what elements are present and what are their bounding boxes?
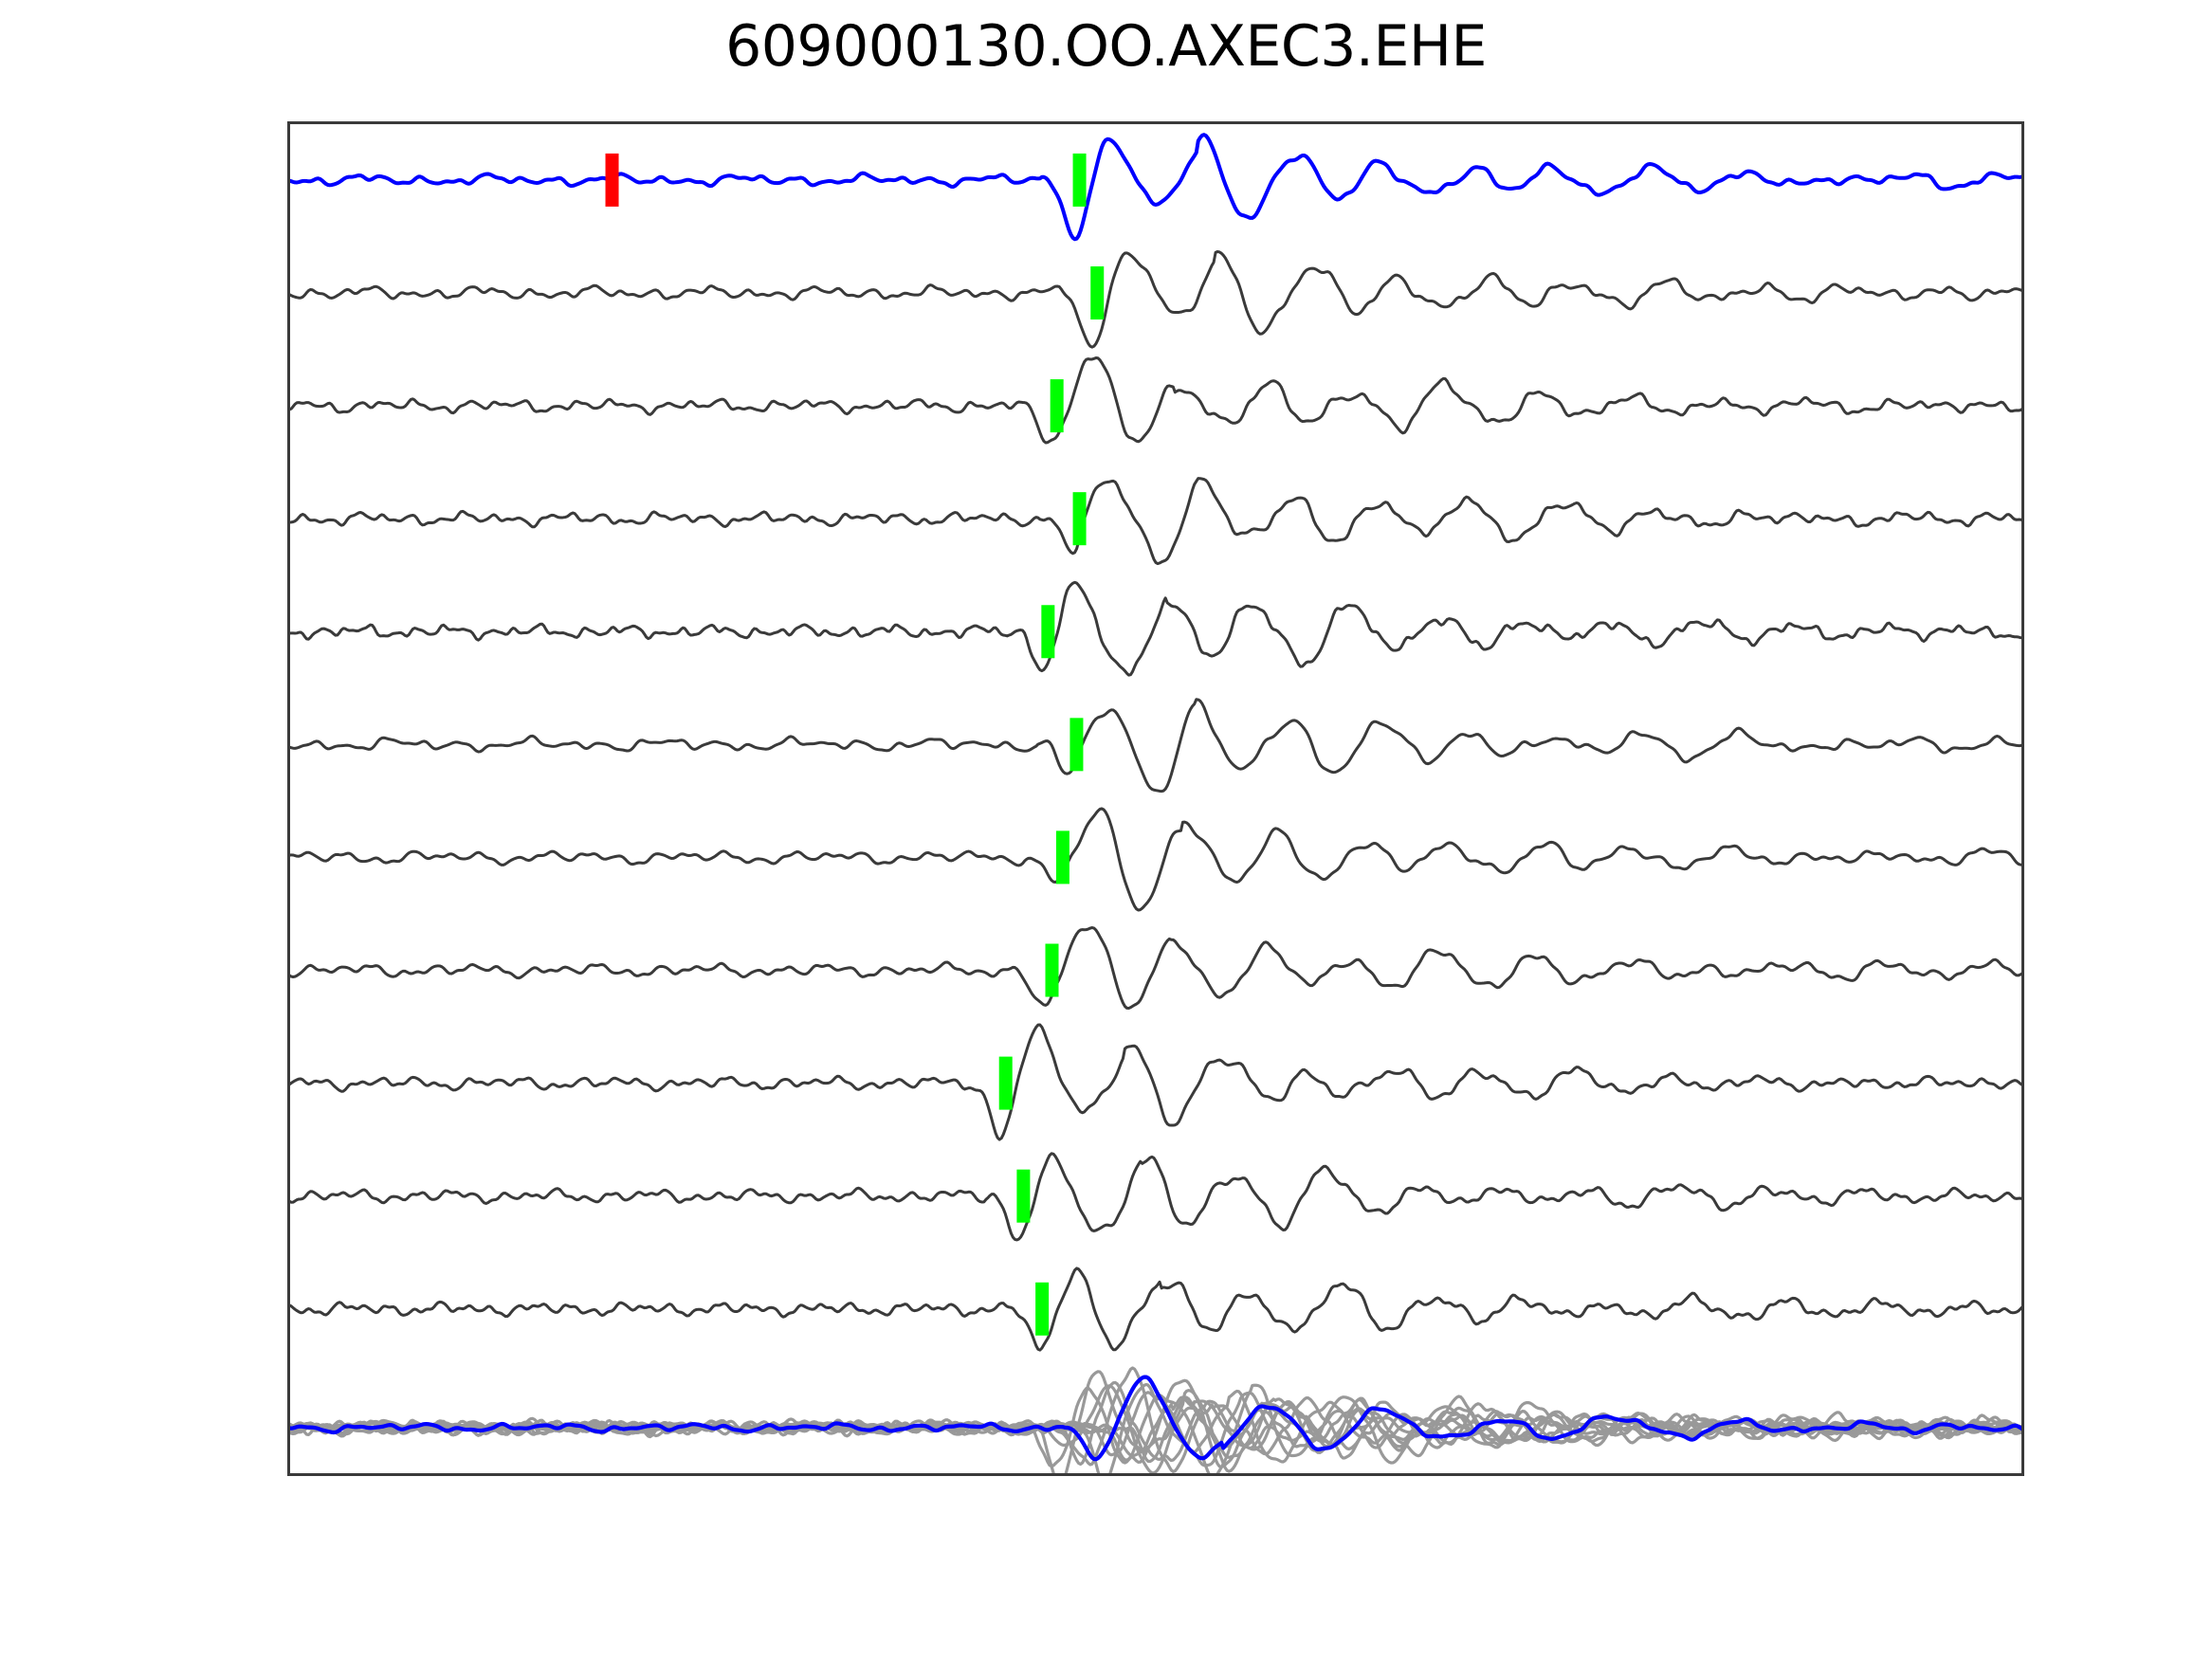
pick-marker (1055, 830, 1069, 884)
pick-marker (1072, 492, 1087, 546)
page-title: 609000130.OO.AXEC3.EHE (725, 13, 1487, 80)
pick-marker (998, 1056, 1013, 1110)
waveform-trace (287, 698, 2024, 793)
pick-marker (1041, 605, 1055, 659)
pick-marker (1035, 1282, 1050, 1336)
pick-marker (1072, 153, 1087, 207)
waveform-trace (287, 133, 2024, 242)
origin-marker (605, 153, 619, 207)
pick-marker (1045, 943, 1059, 997)
waveform-trace (287, 580, 2024, 677)
waveform-trace (287, 356, 2024, 445)
pick-marker (1016, 1169, 1031, 1223)
overlay-reference-trace (287, 1375, 2024, 1462)
waveform-trace (287, 477, 2024, 566)
traces-group (287, 133, 2024, 1476)
pick-marker (1069, 718, 1084, 772)
waveform-trace (287, 1023, 2024, 1141)
waveform-trace (287, 249, 2024, 349)
waveform-trace (287, 807, 2024, 912)
waveform-trace (287, 926, 2024, 1011)
waveform-trace (287, 1267, 2024, 1352)
pick-marker (1050, 379, 1064, 433)
pick-markers-group (605, 153, 1105, 1336)
x-axis-tick-labels (0, 1490, 2212, 1557)
pick-marker (1090, 266, 1105, 320)
waveform-canvas (287, 133, 2024, 1476)
plot-axes (287, 121, 2024, 1476)
waveform-trace (287, 1152, 2024, 1242)
